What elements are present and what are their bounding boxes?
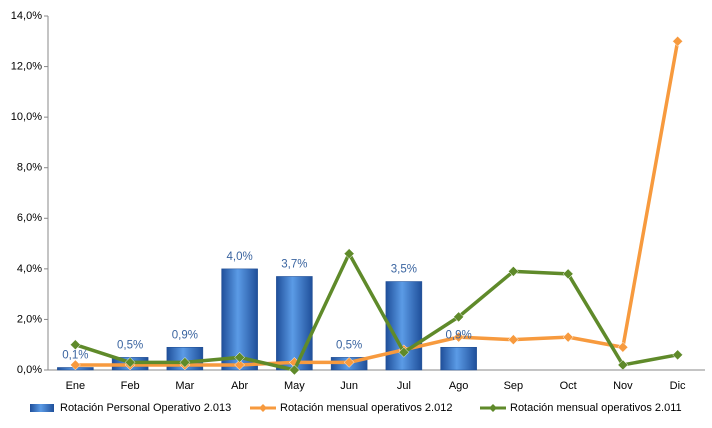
x-tick-label: May bbox=[284, 380, 305, 392]
marker bbox=[453, 311, 464, 323]
y-tick-label: 2,0% bbox=[17, 313, 42, 325]
legend-marker bbox=[489, 404, 497, 412]
marker bbox=[672, 35, 683, 47]
marker bbox=[508, 334, 519, 346]
data-label: 0,5% bbox=[117, 339, 143, 351]
x-tick-label: Dic bbox=[670, 380, 686, 392]
marker bbox=[234, 359, 245, 371]
data-label: 0,1% bbox=[62, 350, 88, 362]
y-tick-label: 6,0% bbox=[17, 212, 42, 224]
x-tick-label: Ago bbox=[449, 380, 469, 392]
x-tick-label: Sep bbox=[504, 380, 524, 392]
y-tick-label: 0,0% bbox=[17, 364, 42, 376]
x-tick-label: Nov bbox=[613, 380, 633, 392]
legend-marker bbox=[259, 404, 267, 412]
marker bbox=[562, 268, 574, 280]
legend-label: Rotación mensual operativos 2.011 bbox=[510, 402, 682, 414]
x-tick-label: Feb bbox=[121, 380, 140, 392]
x-tick-label: Jul bbox=[397, 380, 411, 392]
x-tick-label: Mar bbox=[175, 380, 194, 392]
marker bbox=[617, 359, 629, 371]
data-label: 0,5% bbox=[336, 339, 362, 351]
x-tick-label: Abr bbox=[231, 380, 248, 392]
y-tick-label: 10,0% bbox=[11, 111, 42, 123]
data-label: 3,7% bbox=[281, 258, 307, 270]
marker bbox=[124, 357, 136, 368]
line bbox=[75, 40, 680, 367]
x-tick-label: Ene bbox=[66, 380, 86, 392]
data-label: 0,9% bbox=[446, 329, 472, 341]
legend-swatch bbox=[30, 404, 54, 412]
marker bbox=[289, 364, 300, 376]
marker bbox=[70, 359, 81, 371]
bar bbox=[276, 276, 313, 371]
marker bbox=[562, 331, 574, 343]
marker bbox=[672, 349, 683, 361]
line bbox=[74, 251, 678, 372]
x-tick-label: Oct bbox=[560, 380, 577, 392]
y-tick-label: 4,0% bbox=[17, 263, 42, 275]
marker bbox=[453, 331, 464, 343]
data-label: 3,5% bbox=[391, 264, 417, 276]
legend-label: Rotación mensual operativos 2.012 bbox=[280, 402, 452, 414]
y-tick-label: 14,0% bbox=[11, 10, 42, 22]
marker bbox=[398, 346, 410, 358]
x-tick-label: Jun bbox=[340, 380, 358, 392]
marker bbox=[343, 248, 355, 260]
marker bbox=[234, 352, 245, 363]
marker bbox=[179, 357, 191, 368]
legend-label: Rotación Personal Operativo 2.013 bbox=[60, 402, 231, 414]
y-tick-label: 8,0% bbox=[17, 162, 42, 174]
marker bbox=[343, 357, 355, 368]
data-label: 0,9% bbox=[172, 329, 198, 341]
y-tick-label: 12,0% bbox=[11, 60, 42, 72]
marker bbox=[617, 341, 629, 353]
marker bbox=[70, 339, 81, 351]
bar bbox=[440, 346, 477, 371]
data-label: 4,0% bbox=[227, 251, 253, 263]
marker bbox=[508, 266, 519, 277]
